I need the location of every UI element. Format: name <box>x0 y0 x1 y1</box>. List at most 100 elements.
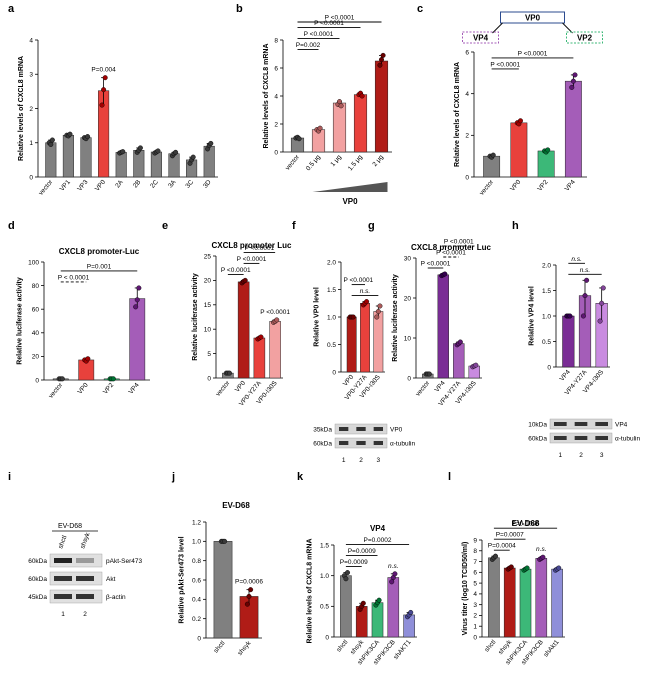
bar-vector <box>45 142 57 178</box>
y-tick-label: 20 <box>404 295 412 302</box>
y-tick-label: 4 <box>274 93 278 100</box>
p-value-label: P=0.0006 <box>235 579 263 586</box>
significance-label: n.s. <box>571 256 582 263</box>
y-tick-label: 0.6 <box>192 577 201 584</box>
data-point <box>120 149 126 155</box>
x-tick-label: vector <box>48 381 65 400</box>
y-axis-label: Relative levels of CXCL8 mRNA <box>306 538 313 643</box>
blot-band <box>76 594 94 599</box>
x-tick-label: shctl <box>335 638 349 653</box>
y-axis-label: Relative luciferase activity <box>16 277 23 365</box>
y-tick-label: 0.4 <box>192 597 201 604</box>
bar-2B <box>133 150 145 178</box>
blot-band <box>76 576 94 581</box>
chart-title: CXCL8 promoter Luc <box>211 241 292 250</box>
y-tick-label: 4 <box>473 591 477 598</box>
blot-lane-number: 3 <box>600 452 604 459</box>
blot-band <box>356 441 366 445</box>
blot-band <box>54 558 72 563</box>
y-tick-label: 15 <box>204 302 212 309</box>
data-point <box>155 148 161 154</box>
y-tick-label: 0.8 <box>192 558 201 565</box>
data-point <box>426 371 432 377</box>
y-tick-label: 2 <box>473 613 477 620</box>
bar-shAkt1 <box>551 568 563 638</box>
significance-label: n.s. <box>580 267 591 274</box>
blot-marker: 60kDa <box>313 441 332 448</box>
x-tick-label: VP4 <box>559 368 573 382</box>
significance-label: P=0.002 <box>296 42 321 49</box>
significance-label: P <0.0001 <box>325 15 355 22</box>
data-point <box>490 152 496 158</box>
bar-shPIK3CB <box>387 577 400 638</box>
blot-row-label: α-tubulin <box>390 441 415 448</box>
data-point <box>338 103 344 109</box>
y-tick-label: 0 <box>332 369 336 376</box>
significance-label: P < 0.0001 <box>58 274 90 281</box>
bar-1.5 μg <box>353 94 368 153</box>
data-point <box>380 52 386 58</box>
data-point <box>545 147 551 153</box>
y-tick-label: 1 <box>29 140 33 147</box>
x-tick-label: vector <box>415 379 432 398</box>
data-point <box>136 285 142 291</box>
significance-label: P <0.0001 <box>490 61 520 68</box>
data-point <box>350 314 356 320</box>
data-point <box>359 93 365 99</box>
data-point <box>379 57 385 63</box>
data-point <box>248 587 254 593</box>
x-tick-label: vector <box>215 379 232 398</box>
blot-lane-number: 1 <box>61 611 65 618</box>
y-tick-label: 2 <box>465 133 469 140</box>
data-point <box>99 102 105 108</box>
data-point <box>226 370 232 376</box>
data-point <box>508 564 514 570</box>
panel-c: c 0 2 4 6 Relative levels of CXCL8 mRNA vector… <box>417 3 603 197</box>
dose-wedge <box>312 182 388 192</box>
bar-2A <box>115 152 127 178</box>
x-tick-label: 1.5 μg <box>347 153 364 172</box>
data-point <box>274 317 280 323</box>
data-point <box>49 137 55 143</box>
y-tick-label: 100 <box>28 259 39 266</box>
x-tick-label: 0.5 μg <box>305 153 322 172</box>
panel-label-b: b <box>236 3 243 15</box>
significance-label: P=0.0004 <box>488 543 516 550</box>
bar-shPIK3CB <box>535 558 548 638</box>
arrow-right <box>562 22 573 34</box>
blot-row-label: β-actin <box>106 594 126 601</box>
y-tick-label: 0 <box>465 174 469 181</box>
y-tick-label: 1.2 <box>192 519 201 526</box>
blot-band <box>574 422 588 426</box>
data-point <box>572 72 578 78</box>
panel-g: g 0 10 20 30 Relative luciferase activity CXCL… <box>368 220 492 408</box>
blot-band <box>339 427 349 431</box>
bar-shctl <box>213 541 233 639</box>
blot-marker: 60kDa <box>528 436 547 443</box>
lane-label: shsyk <box>79 531 92 550</box>
data-point <box>600 285 606 291</box>
data-point <box>137 145 143 151</box>
data-point <box>364 299 370 305</box>
blot-row-label: VP0 <box>390 427 403 434</box>
bar-2 μg <box>374 60 389 153</box>
x-tick-label: vector <box>478 178 495 197</box>
blot-band <box>54 594 72 599</box>
y-axis-label: Relative levels of CXCL8 mRNA <box>18 56 25 161</box>
y-tick-label: 10 <box>204 327 212 334</box>
bar-VP0-Y27A <box>360 303 370 373</box>
panel-label-e: e <box>162 220 168 232</box>
data-point <box>442 271 448 277</box>
bar-VP4 <box>564 80 582 178</box>
blot-lane-number: 2 <box>83 611 87 618</box>
blot-row-label: pAkt-Ser473 <box>106 558 143 565</box>
data-point <box>582 293 588 299</box>
panel-i: i EV-D68 shctl shsyk pAkt-Ser473 60kDa Akt 60kD… <box>8 471 143 618</box>
y-tick-label: 25 <box>204 253 212 260</box>
blot-marker: 35kDa <box>313 427 332 434</box>
blot-band <box>554 422 567 426</box>
bar-VP0-Y27A <box>253 337 266 379</box>
x-tick-label: shctl <box>213 639 227 654</box>
x-tick-label: shctl <box>483 638 497 653</box>
y-tick-label: 0 <box>407 375 411 382</box>
